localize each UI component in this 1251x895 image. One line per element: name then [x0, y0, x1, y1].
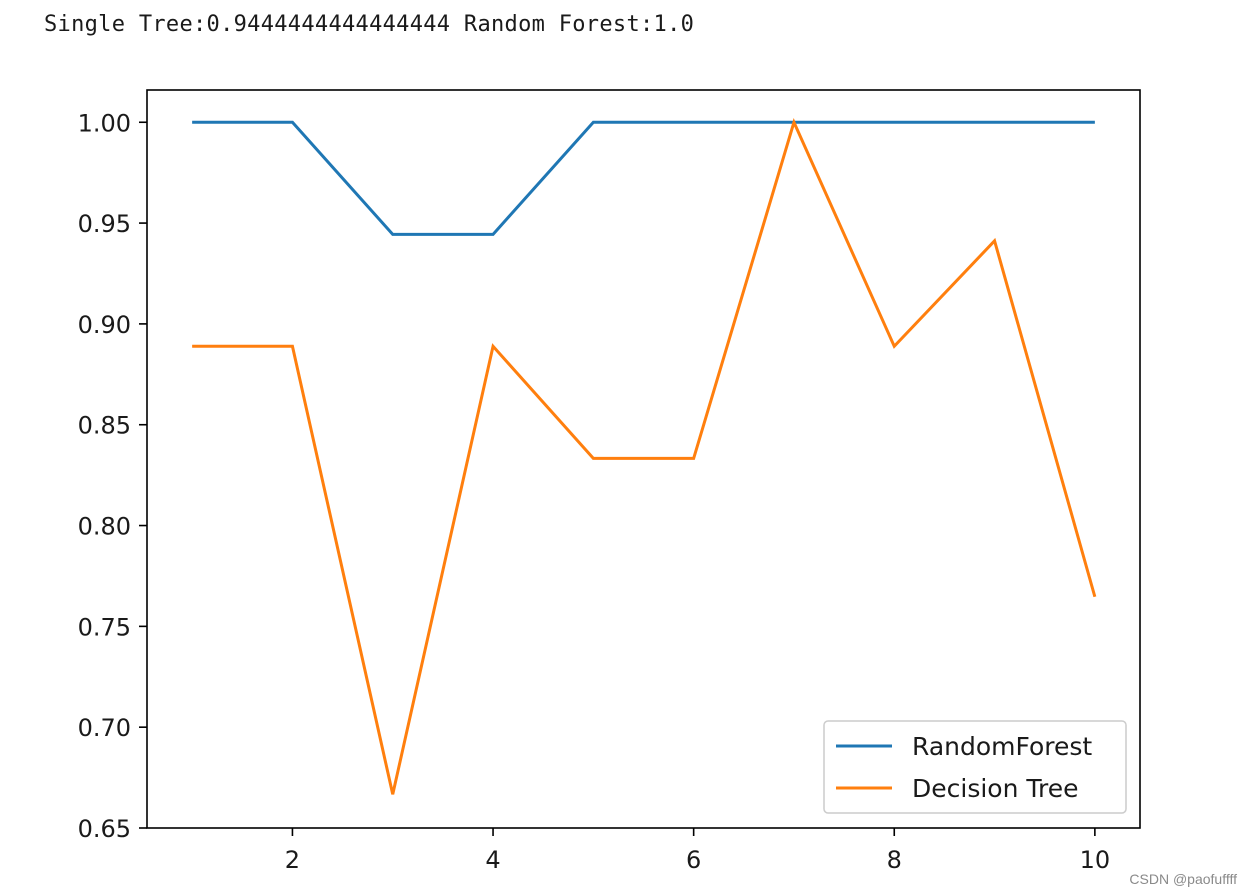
y-axis: 0.65 0.70 0.75 0.80 0.85 0.90 0.95 1.00 — [78, 109, 147, 843]
y-tick-label: 0.75 — [78, 613, 131, 641]
legend-label-1: Decision Tree — [912, 774, 1078, 803]
x-axis: 2 4 6 8 10 — [285, 828, 1110, 874]
x-tick-label: 10 — [1080, 846, 1111, 874]
x-tick-label: 8 — [887, 846, 902, 874]
y-tick-label: 0.85 — [78, 412, 131, 440]
console-output: Single Tree:0.9444444444444444 Random Fo… — [44, 12, 695, 37]
legend: RandomForest Decision Tree — [823, 720, 1127, 814]
x-tick-label: 2 — [285, 846, 300, 874]
legend-frame — [823, 720, 1127, 814]
y-tick-label: 0.90 — [78, 311, 131, 339]
y-tick-label: 0.80 — [78, 513, 131, 541]
legend-label-0: RandomForest — [912, 732, 1092, 761]
y-tick-label: 0.95 — [78, 210, 131, 238]
x-tick-label: 4 — [485, 846, 500, 874]
x-tick-label: 6 — [686, 846, 701, 874]
y-tick-label: 1.00 — [78, 109, 131, 137]
plot-area-frame — [146, 89, 1141, 829]
y-tick-label: 0.70 — [78, 714, 131, 742]
series-layer — [192, 117, 1097, 795]
series-line-0 — [192, 120, 1095, 236]
watermark: CSDN @paofuffff — [1129, 871, 1237, 887]
series-line-1 — [192, 117, 1097, 795]
y-tick-label: 0.65 — [78, 815, 131, 843]
